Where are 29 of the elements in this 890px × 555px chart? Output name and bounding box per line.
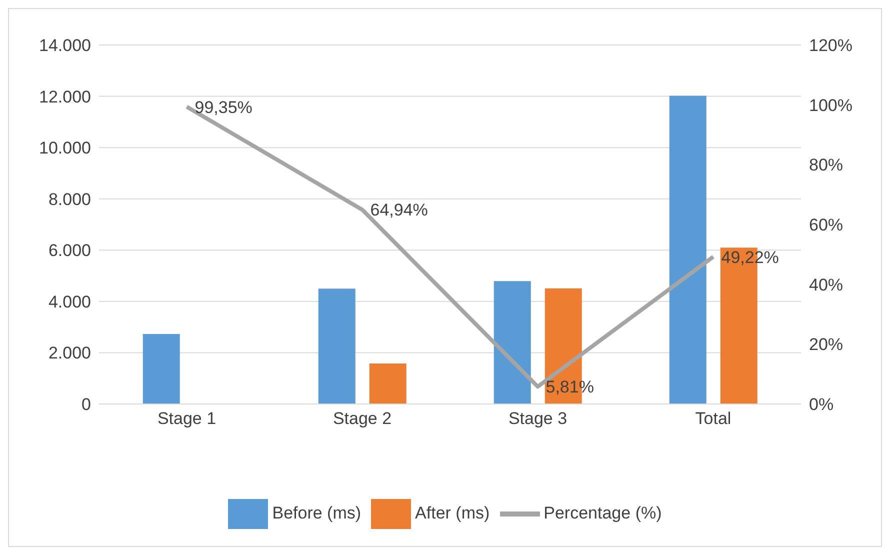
y-tick-label: 8.000	[48, 190, 91, 209]
x-tick-label: Stage 3	[508, 409, 568, 428]
y-tick-label: 0	[82, 395, 91, 414]
y2-tick-label: 0%	[809, 395, 834, 414]
y-tick-label: 10.000	[39, 138, 91, 158]
x-tick-label: Total	[695, 409, 732, 428]
bar	[142, 334, 180, 404]
y-tick-label: 6.000	[48, 241, 91, 260]
y2-tick-label: 120%	[809, 36, 852, 56]
y2-tick-label: 20%	[809, 335, 844, 354]
y2-tick-label: 60%	[809, 216, 844, 235]
legend-label: After (ms)	[415, 503, 490, 522]
bar	[669, 96, 706, 404]
bar	[318, 288, 356, 404]
y2-tick-label: 80%	[809, 156, 844, 175]
x-tick-label: Stage 2	[332, 409, 392, 428]
data-label: 99,35%	[194, 98, 252, 117]
data-label: 64,94%	[370, 200, 428, 220]
y-tick-label: 4.000	[48, 292, 91, 312]
y-tick-label: 12.000	[39, 87, 91, 106]
y-tick-label: 2.000	[48, 344, 91, 363]
y2-tick-label: 100%	[809, 96, 852, 115]
y-tick-label: 14.000	[39, 36, 91, 56]
y2-tick-label: 40%	[809, 275, 844, 294]
bar	[494, 281, 531, 404]
bar	[369, 363, 406, 404]
legend-label: Percentage (%)	[544, 503, 662, 522]
legend-label: Before (ms)	[272, 503, 362, 522]
x-tick-label: Stage 1	[157, 409, 216, 428]
